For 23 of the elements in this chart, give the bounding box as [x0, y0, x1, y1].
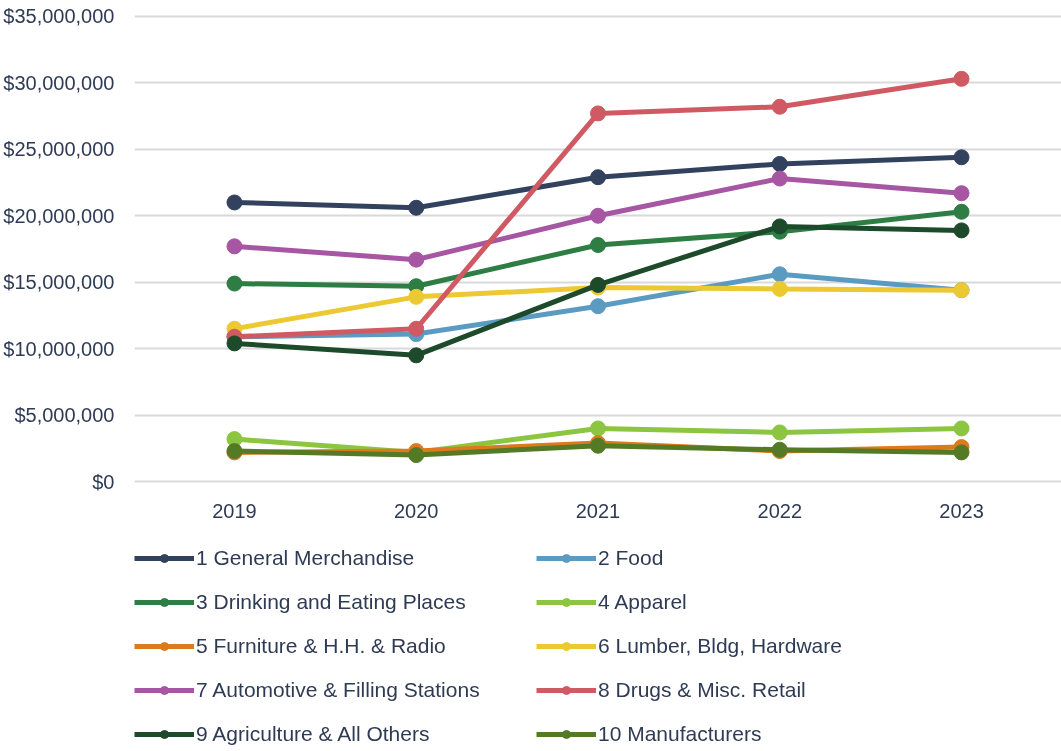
x-tick-label: 2021: [575, 499, 621, 522]
y-tick-label: $0: [92, 470, 115, 493]
legend-label: 9 Agriculture & All Others: [196, 722, 431, 746]
y-tick-label: $25,000,000: [3, 138, 115, 161]
legend-label: 1 General Merchandise: [196, 546, 416, 570]
y-tick-label: $35,000,000: [3, 5, 115, 28]
legend-label: 5 Furniture & H.H. & Radio: [196, 634, 447, 658]
y-tick-label: $5,000,000: [14, 404, 115, 427]
legend-label: 8 Drugs & Misc. Retail: [598, 678, 807, 702]
x-tick-label: 2022: [757, 499, 803, 522]
legend-label: 3 Drinking and Eating Places: [196, 590, 467, 614]
y-tick-label: $30,000,000: [3, 71, 115, 94]
legend-label: 7 Automotive & Filling Stations: [196, 678, 481, 702]
legend-label: 6 Lumber, Bldg, Hardware: [598, 634, 843, 658]
legend-label: 4 Apparel: [598, 590, 688, 614]
x-tick-label: 2019: [212, 499, 257, 522]
legend-label: 2 Food: [598, 546, 665, 570]
x-tick-label: 2020: [393, 499, 439, 522]
legend-label: 10 Manufacturers: [598, 722, 763, 746]
y-tick-label: $15,000,000: [3, 271, 115, 294]
x-tick-label: 2023: [939, 499, 984, 522]
y-tick-label: $20,000,000: [3, 204, 115, 227]
y-tick-label: $10,000,000: [3, 337, 115, 360]
